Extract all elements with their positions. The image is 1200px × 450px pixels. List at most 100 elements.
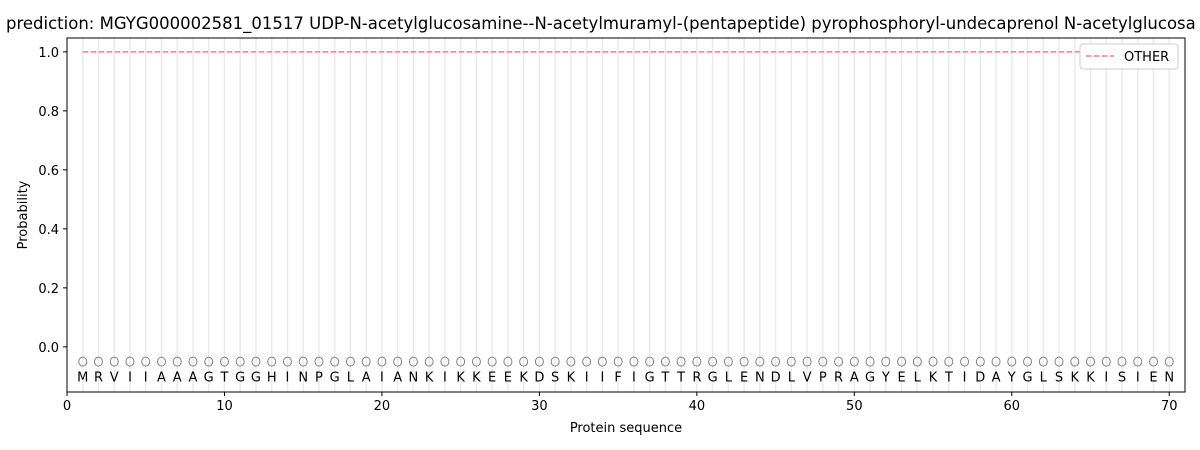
residue-marker [1117, 356, 1127, 367]
axes-frame [66, 37, 1186, 393]
residue-letter: L [788, 370, 796, 385]
legend-label-other: OTHER [1124, 50, 1169, 65]
residue-marker [267, 356, 277, 367]
residue-letter: G [645, 370, 655, 385]
residue-marker [1007, 356, 1017, 367]
residue-marker [865, 356, 875, 367]
chart-title: prediction: MGYG000002581_01517 UDP-N-ac… [6, 14, 1196, 34]
residue-marker [282, 356, 292, 367]
residue-marker [219, 356, 229, 367]
residue-marker [440, 356, 450, 367]
residue-marker [755, 356, 765, 367]
residue-marker [519, 356, 529, 367]
x-tick-label: 70 [1161, 399, 1178, 414]
residue-letter: G [330, 370, 340, 385]
x-axis-label: Protein sequence [570, 421, 682, 436]
residue-letter: I [632, 370, 636, 385]
residue-marker [928, 356, 938, 367]
residue-letter: N [755, 370, 765, 385]
residue-letter: S [1055, 370, 1063, 385]
residue-letter: H [267, 370, 277, 385]
residue-marker [298, 356, 308, 367]
x-tick-label: 60 [1004, 399, 1021, 414]
residue-letter: K [456, 370, 465, 385]
residue-letter: G [1022, 370, 1032, 385]
x-tick-label: 40 [689, 399, 706, 414]
residue-letter: S [551, 370, 559, 385]
x-tick-label: 30 [531, 399, 548, 414]
residue-letter: K [519, 370, 528, 385]
legend-box [1079, 43, 1179, 70]
residue-marker [960, 356, 970, 367]
residue-marker [141, 356, 151, 367]
residue-marker [708, 356, 718, 367]
residue-marker [597, 356, 607, 367]
residue-marker [849, 356, 859, 367]
y-tick-label: 0.4 [38, 223, 59, 238]
residue-letter: N [409, 370, 419, 385]
residue-letter: I [963, 370, 967, 385]
residue-letter: P [315, 370, 323, 385]
residue-marker [408, 356, 418, 367]
residue-marker [188, 356, 198, 367]
residue-letter: I [600, 370, 604, 385]
residue-marker [739, 356, 749, 367]
legend: OTHER [1079, 43, 1179, 70]
residue-marker [330, 356, 340, 367]
residue-letter: L [1040, 370, 1048, 385]
y-tick-label: 0.6 [38, 164, 59, 179]
residue-letter: G [708, 370, 718, 385]
residue-letter: A [850, 370, 859, 385]
residue-marker [944, 356, 954, 367]
residue-marker [125, 356, 135, 367]
residue-letter: F [614, 370, 621, 385]
residue-marker [93, 356, 103, 367]
residue-marker [676, 356, 686, 367]
residue-letter: A [173, 370, 182, 385]
residue-marker [393, 356, 403, 367]
residue-letter: A [393, 370, 402, 385]
residue-marker [550, 356, 560, 367]
residue-marker [1133, 356, 1143, 367]
residue-letter: A [157, 370, 166, 385]
y-tick-label: 1.0 [38, 46, 59, 61]
residue-letter: M [77, 370, 88, 385]
residue-letter: Y [881, 370, 890, 385]
residue-letter: K [472, 370, 481, 385]
residue-marker [156, 356, 166, 367]
residue-letter: I [585, 370, 589, 385]
residue-letter: R [834, 370, 843, 385]
residue-letter: L [347, 370, 355, 385]
y-axis: 0.0 0.2 0.4 0.6 0.8 1.0 [38, 46, 67, 356]
grid [81, 38, 1171, 392]
residue-letter: A [362, 370, 371, 385]
residue-letter: N [298, 370, 308, 385]
residue-letter: E [897, 370, 905, 385]
residue-marker [566, 356, 576, 367]
residue-letter: A [992, 370, 1001, 385]
residue-letter: S [1118, 370, 1126, 385]
x-tick-label: 20 [374, 399, 391, 414]
residue-marker [582, 356, 592, 367]
residue-letter: I [144, 370, 148, 385]
residue-marker [834, 356, 844, 367]
residue-letter: D [771, 370, 781, 385]
residue-marker [645, 356, 655, 367]
residue-letter: K [929, 370, 938, 385]
residue-letter: G [204, 370, 214, 385]
residue-marker [172, 356, 182, 367]
residue-marker [818, 356, 828, 367]
residue-marker [723, 356, 733, 367]
residue-letter: E [1149, 370, 1157, 385]
residue-marker [897, 356, 907, 367]
residue-marker [802, 356, 812, 367]
residue-letter: A [189, 370, 198, 385]
residue-letter: Y [1007, 370, 1016, 385]
y-tick-label: 0.2 [38, 282, 59, 297]
y-tick-label: 0.8 [38, 105, 59, 120]
residue-letter: L [914, 370, 922, 385]
residue-letter: I [1136, 370, 1140, 385]
residue-letter: V [803, 370, 812, 385]
